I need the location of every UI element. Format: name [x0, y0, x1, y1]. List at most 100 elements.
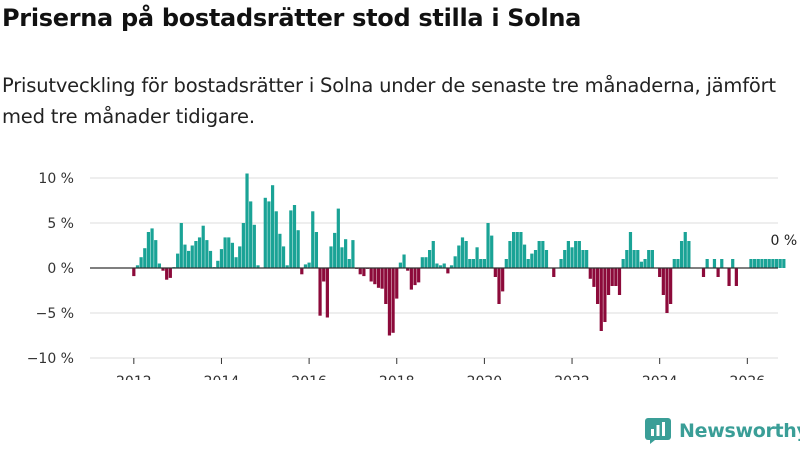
bar [636, 250, 640, 268]
bar [150, 228, 154, 268]
chart-subtitle: Prisutveckling för bostadsrätter i Solna… [2, 74, 776, 128]
bar [216, 260, 220, 268]
x-tick-label: 2026 [730, 374, 766, 380]
bar [683, 232, 687, 268]
bar [665, 268, 669, 313]
bar [763, 259, 768, 268]
bar [446, 268, 450, 274]
bar [606, 268, 611, 295]
bar [186, 250, 191, 268]
bar [639, 261, 644, 268]
y-tick-label: 0 % [47, 261, 74, 277]
bar [190, 245, 194, 268]
bar [756, 259, 760, 268]
bar [311, 211, 315, 268]
bar [526, 259, 530, 268]
bar [771, 259, 775, 268]
bar [716, 268, 720, 277]
bar [267, 201, 271, 268]
bar [687, 241, 691, 268]
bar [501, 268, 505, 292]
bar [464, 241, 468, 268]
bar [475, 247, 479, 268]
bar [307, 262, 311, 268]
bar [774, 259, 779, 268]
latest-value-label: 0 % [771, 233, 798, 249]
bar [336, 208, 340, 268]
bar [442, 263, 446, 268]
bar [592, 268, 596, 287]
bar [431, 241, 435, 268]
bar [227, 237, 231, 268]
bar [179, 223, 183, 268]
bar [223, 237, 227, 268]
bar [614, 268, 618, 286]
bar [289, 210, 293, 268]
bar [376, 268, 381, 288]
bar [731, 259, 735, 268]
bar [734, 268, 738, 286]
y-tick-label: −10 % [27, 351, 74, 367]
bar [333, 232, 337, 268]
bar [471, 259, 476, 268]
bar [281, 246, 286, 268]
bar [610, 268, 614, 286]
bar [672, 259, 676, 268]
bar [146, 232, 151, 268]
bar [238, 246, 242, 268]
bar [658, 268, 662, 277]
bar [643, 259, 647, 268]
bar [497, 268, 501, 304]
bar [508, 241, 512, 268]
bar [778, 259, 782, 268]
bar [574, 241, 578, 268]
bar [449, 265, 454, 268]
bar [245, 173, 249, 268]
bar [165, 268, 169, 280]
bar [515, 232, 519, 268]
bar [533, 250, 538, 268]
bar [749, 259, 753, 268]
bar [628, 232, 633, 268]
bar [194, 241, 198, 268]
bar [727, 268, 731, 286]
x-tick-label: 2024 [642, 374, 678, 380]
x-tick-label: 2016 [291, 374, 327, 380]
bar [585, 250, 589, 268]
bar [705, 259, 709, 268]
bar [176, 253, 180, 268]
bar [139, 257, 143, 268]
bar [358, 268, 362, 275]
bar [676, 259, 680, 268]
bar [285, 265, 289, 268]
bar [362, 268, 366, 277]
x-tick-label: 2020 [467, 374, 503, 380]
bar [369, 268, 373, 282]
bar [753, 259, 757, 268]
bar [208, 250, 213, 268]
bar [219, 249, 224, 268]
bar [168, 268, 172, 278]
bar [300, 268, 304, 275]
bar [292, 205, 297, 268]
bar [701, 268, 706, 277]
bar [767, 259, 771, 268]
newsworthy-logo-icon [645, 418, 671, 444]
bar [563, 250, 567, 268]
y-tick-label: 10 % [38, 171, 74, 187]
bar [413, 268, 417, 286]
bar [387, 268, 392, 336]
bar [402, 254, 406, 268]
bar [322, 268, 326, 282]
bar [632, 250, 636, 268]
bar [344, 239, 348, 268]
bar [712, 259, 717, 268]
bar [183, 244, 187, 268]
bar [457, 245, 461, 268]
bar [541, 241, 545, 268]
bar [669, 268, 673, 304]
newsworthy-logo-text: Newsworthy [679, 420, 800, 442]
bar [420, 257, 424, 268]
newsworthy-logo: Newsworthy [645, 418, 800, 444]
bar [380, 268, 384, 289]
